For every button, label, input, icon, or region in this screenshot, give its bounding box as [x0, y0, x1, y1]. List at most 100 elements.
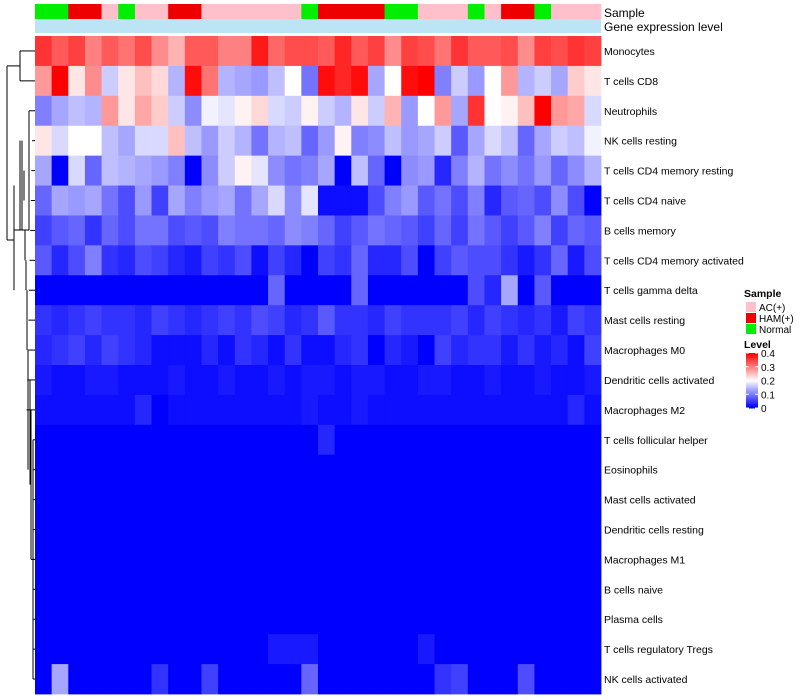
heatmap-cell: [218, 335, 236, 366]
heatmap-cell: [84, 65, 102, 97]
heatmap-cell: [401, 95, 419, 127]
heatmap-cell: [467, 305, 485, 336]
heatmap-cell: [268, 215, 286, 246]
heatmap-cell: [484, 664, 502, 695]
heatmap-cell: [234, 484, 252, 515]
heatmap-cell: [567, 65, 585, 97]
heatmap-cell: [84, 275, 102, 306]
heatmap-cell: [134, 634, 152, 665]
heatmap-cell: [417, 604, 435, 635]
heatmap-cell: [284, 604, 302, 635]
heatmap-cell: [384, 245, 402, 276]
heatmap-cell: [584, 544, 602, 575]
heatmap-cell: [84, 125, 102, 157]
heatmap-cell: [218, 215, 236, 246]
heatmap-cell: [51, 454, 69, 486]
heatmap-cell: [584, 424, 602, 456]
heatmap-cell: [284, 36, 302, 67]
heatmap-cell: [318, 95, 336, 127]
heatmap-cell: [334, 514, 352, 545]
heatmap-cell: [284, 574, 302, 605]
heatmap-cell: [401, 335, 419, 366]
heatmap-cell: [417, 514, 435, 545]
heatmap-cell: [551, 544, 569, 575]
heatmap-cell: [351, 574, 369, 605]
heatmap-cell: [118, 155, 136, 186]
heatmap-cell: [51, 185, 69, 216]
heatmap-cell: [284, 484, 302, 515]
heatmap-cell: [201, 65, 219, 97]
heatmap-cell: [318, 484, 336, 515]
heatmap-cell: [101, 335, 119, 366]
heatmap-cell: [68, 454, 86, 486]
heatmap-cell: [484, 544, 502, 575]
heatmap-cell: [384, 125, 402, 157]
heatmap-cell: [51, 275, 69, 306]
heatmap-cell: [501, 544, 519, 575]
heatmap-cell: [301, 215, 319, 246]
sample-annotation-cell: [451, 4, 469, 19]
sample-annotation-cell: [301, 4, 319, 19]
sample-annotation-bar: [35, 4, 602, 19]
heatmap-cell: [301, 275, 319, 306]
heatmap-cell: [51, 215, 69, 246]
heatmap-cell: [35, 634, 53, 665]
heatmap-cell: [301, 245, 319, 276]
heatmap-cell: [484, 514, 502, 545]
heatmap-cell: [201, 335, 219, 366]
heatmap-cell: [84, 185, 102, 216]
heatmap-cell: [534, 514, 552, 545]
sample-annotation-cell: [168, 4, 186, 19]
heatmap-cell: [551, 604, 569, 635]
heatmap-cell: [68, 185, 86, 216]
heatmap-cell: [151, 514, 169, 545]
heatmap-cell: [201, 664, 219, 695]
heatmap-cell: [351, 185, 369, 216]
heatmap-cell: [68, 305, 86, 336]
heatmap-cell: [484, 215, 502, 246]
heatmap-cell: [184, 544, 202, 575]
heatmap-cell: [367, 245, 385, 276]
heatmap-cell: [284, 125, 302, 157]
heatmap-cell: [301, 305, 319, 336]
heatmap-cell: [517, 634, 535, 665]
heatmap-cell: [351, 424, 369, 456]
heatmap-cell: [184, 454, 202, 486]
heatmap-cell: [84, 335, 102, 366]
heatmap-cell: [51, 155, 69, 186]
heatmap-cell: [201, 365, 219, 396]
heatmap-cell: [118, 335, 136, 366]
heatmap-cell: [101, 125, 119, 157]
legend-gradient-step: [746, 405, 758, 408]
legend-gradient-step: [746, 354, 758, 356]
heatmap-cell: [484, 394, 502, 426]
heatmap-cell: [168, 514, 186, 545]
heatmap-cell: [184, 275, 202, 306]
heatmap-cell: [534, 95, 552, 127]
heatmap-cell: [84, 454, 102, 486]
heatmap-cell: [367, 335, 385, 366]
sample-annotation-cell: [484, 4, 502, 19]
heatmap-cell: [401, 305, 419, 336]
heatmap-cell: [234, 245, 252, 276]
heatmap-cell: [434, 484, 452, 515]
heatmap-cell: [84, 305, 102, 336]
heatmap-cell: [134, 664, 152, 695]
heatmap-cell: [467, 155, 485, 186]
heatmap-cell: [534, 65, 552, 97]
heatmap-cell: [584, 664, 602, 695]
heatmap-cell: [534, 125, 552, 157]
heatmap-cell: [184, 95, 202, 127]
heatmap-cell: [318, 365, 336, 396]
heatmap-cell: [234, 305, 252, 336]
legend-gradient-step: [746, 368, 758, 370]
heatmap-cell: [68, 275, 86, 306]
heatmap-cell: [301, 604, 319, 635]
legend-gradient-step: [746, 376, 758, 379]
heatmap-cell: [101, 634, 119, 665]
heatmap-cell: [584, 484, 602, 515]
heatmap-cell: [451, 36, 469, 67]
heatmap-cell: [551, 365, 569, 396]
heatmap-cell: [384, 155, 402, 186]
